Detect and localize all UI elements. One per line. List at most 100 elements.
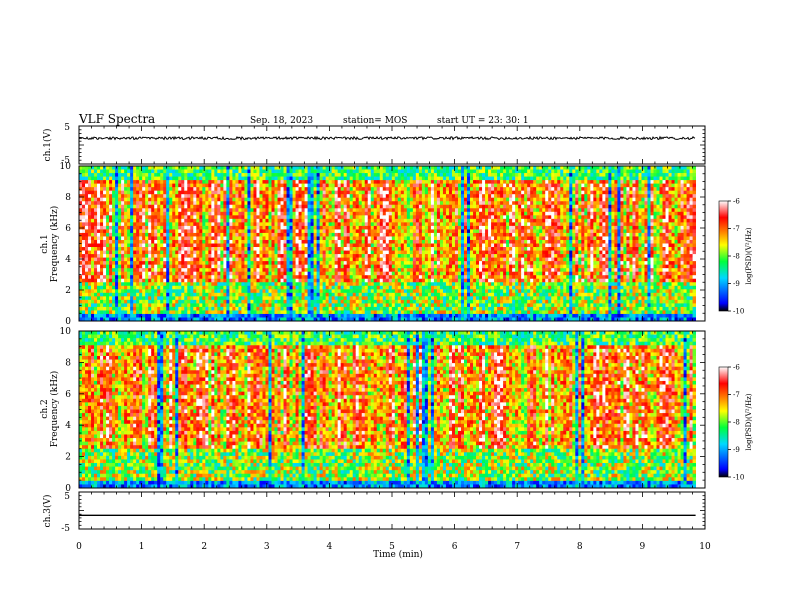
spectrogram-cell: [286, 243, 290, 248]
spectrogram-cell: [289, 208, 293, 213]
spectrogram-cell: [178, 296, 182, 301]
spectrogram-cell: [253, 310, 257, 315]
spectrogram-cell: [154, 173, 158, 177]
spectrogram-cell: [247, 289, 251, 294]
spectrogram-cell: [379, 232, 384, 237]
spectrogram-cell: [166, 190, 170, 195]
spectrogram-cell: [205, 236, 209, 241]
spectrogram-cell: [328, 261, 333, 266]
spectrogram-cell: [214, 211, 218, 216]
spectrogram-cell: [292, 268, 296, 273]
spectrogram-cell: [79, 222, 83, 227]
spectrogram-cell: [166, 292, 170, 297]
spectrogram-cell: [322, 303, 327, 308]
spectrogram-cell: [106, 268, 110, 273]
spectrogram-cell: [244, 208, 248, 213]
spectrogram-cell: [154, 239, 158, 244]
spectrogram-cell: [148, 303, 152, 308]
spectrogram-cell: [166, 310, 170, 315]
spectrogram-cell: [229, 187, 233, 192]
spectrogram-cell: [370, 271, 375, 276]
spectrogram-cell: [379, 292, 384, 297]
spectrogram-cell: [265, 296, 269, 301]
spectrogram-cell: [214, 313, 218, 318]
spectrogram-cell: [142, 169, 146, 174]
spectrogram-cell: [133, 278, 137, 283]
spectrogram-cell: [91, 204, 95, 209]
spectrogram-cell: [163, 201, 167, 206]
spectrogram-cell: [94, 169, 98, 174]
spectrogram-cell: [301, 229, 305, 234]
spectrogram-cell: [265, 271, 269, 276]
spectrogram-cell: [334, 173, 339, 177]
spectrogram-cell: [361, 254, 366, 258]
spectrogram-cell: [400, 257, 405, 262]
spectrogram-cell: [136, 268, 140, 273]
spectrogram-cell: [259, 296, 263, 301]
spectrogram-cell: [229, 166, 233, 170]
spectrogram-cell: [130, 243, 134, 248]
spectrogram-cell: [169, 222, 173, 227]
spectrogram-cell: [334, 222, 339, 227]
spectrogram-cell: [127, 306, 131, 311]
spectrogram-cell: [358, 306, 363, 311]
spectrogram-cell: [313, 229, 318, 234]
spectrogram-cell: [373, 317, 378, 322]
spectrogram-cell: [295, 166, 299, 170]
spectrogram-cell: [169, 208, 173, 213]
spectrogram-cell: [298, 190, 302, 195]
spectrogram-cell: [238, 197, 242, 202]
spectrogram-cell: [88, 271, 92, 276]
spectrogram-cell: [334, 247, 339, 251]
spectrogram-cell: [337, 278, 342, 283]
spectrogram-cell: [184, 236, 188, 241]
spectrogram-cell: [97, 208, 101, 213]
spectrogram-cell: [379, 313, 384, 318]
spectrogram-cell: [352, 243, 357, 248]
spectrogram-cell: [157, 271, 161, 276]
spectrogram-cell: [250, 225, 254, 230]
spectrogram-cell: [196, 243, 200, 248]
spectrogram-cell: [169, 215, 173, 220]
spectrogram-cell: [202, 187, 206, 192]
spectrogram-cell: [385, 313, 390, 318]
spectrogram-cell: [298, 239, 302, 244]
spectrogram-cell: [244, 232, 248, 237]
spectrogram-cell: [358, 197, 363, 202]
spectrogram-cell: [328, 236, 333, 241]
spectrogram-cell: [232, 264, 236, 269]
spectrogram-cell: [247, 187, 251, 192]
spectrogram-cell: [376, 243, 381, 248]
spectrogram-cell: [151, 250, 155, 255]
spectrogram-cell: [355, 275, 360, 280]
spectrogram-cell: [313, 236, 318, 241]
spectrogram-cell: [169, 285, 173, 290]
spectrogram-cell: [316, 289, 321, 294]
spectrogram-cell: [139, 180, 143, 185]
spectrogram-cell: [157, 218, 161, 223]
spectrogram-cell: [118, 278, 122, 283]
spectrogram-cell: [253, 236, 257, 241]
spectrogram-cell: [376, 317, 381, 322]
spectrogram-cell: [271, 292, 275, 297]
spectrogram-cell: [121, 190, 125, 195]
spectrogram-cell: [388, 229, 393, 234]
spectrogram-cell: [361, 201, 366, 206]
spectrogram-cell: [361, 222, 366, 227]
spectrogram-cell: [220, 250, 224, 255]
spectrogram-cell: [157, 261, 161, 266]
spectrogram-cell: [247, 292, 251, 297]
spectrogram-cell: [211, 303, 215, 308]
spectrogram-cell: [253, 166, 257, 170]
spectrogram-cell: [262, 190, 266, 195]
spectrogram-cell: [205, 204, 209, 209]
spectrogram-cell: [199, 306, 203, 311]
spectrogram-cell: [151, 285, 155, 290]
spectrogram-cell: [250, 180, 254, 185]
spectrogram-cell: [181, 201, 185, 206]
spectrogram-cell: [157, 247, 161, 251]
spectrogram-cell: [202, 197, 206, 202]
spectrogram-cell: [115, 243, 119, 248]
spectrogram-cell: [202, 215, 206, 220]
spectrogram-cell: [91, 197, 95, 202]
